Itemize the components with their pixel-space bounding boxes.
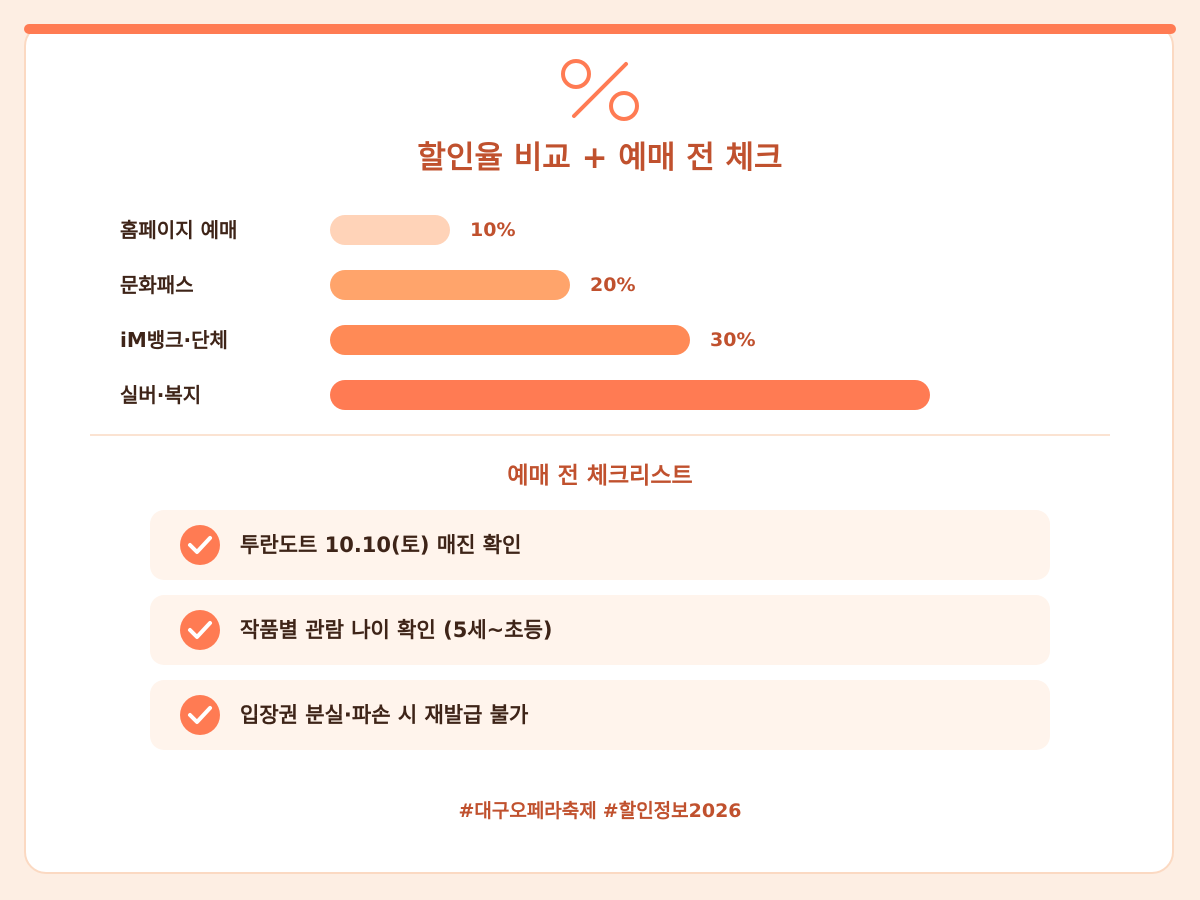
- page-title: 할인율 비교 + 예매 전 체크: [417, 140, 783, 176]
- checklist-item-text: 투란도트 10.10(토) 매진 확인: [240, 533, 522, 557]
- hashtag-year: 2026: [688, 800, 742, 822]
- bar: [330, 380, 930, 410]
- bar-category-label: 실버·복지: [120, 383, 202, 407]
- section-divider: [90, 434, 1110, 436]
- hashtags: #대구오페라축제 #할인정보2026: [0, 796, 1200, 823]
- checklist-item-text: 입장권 분실·파손 시 재발급 불가: [240, 703, 529, 727]
- bar-value-label: 20%: [590, 274, 636, 296]
- bar-category-label: 홈페이지 예매: [120, 218, 238, 242]
- check-circle-icon: [180, 610, 220, 650]
- bar: [330, 325, 690, 355]
- bar-category-label: iM뱅크·단체: [120, 328, 228, 352]
- percent-icon: [561, 59, 639, 121]
- bar: [330, 270, 570, 300]
- hashtag-festival: #대구오페라축제: [458, 800, 597, 822]
- accent-top-bar: [24, 24, 1176, 34]
- checklist-title: 예매 전 체크리스트: [507, 463, 693, 489]
- checklist-item: 투란도트 10.10(토) 매진 확인: [150, 510, 1050, 580]
- check-circle-icon: [180, 525, 220, 565]
- bar-value-label: 30%: [710, 329, 756, 351]
- checklist-item-text: 작품별 관람 나이 확인 (5세~초등): [240, 618, 553, 642]
- hashtag-discount: #할인정보: [602, 800, 689, 822]
- checklist-item: 작품별 관람 나이 확인 (5세~초등): [150, 595, 1050, 665]
- bar: [330, 215, 450, 245]
- check-circle-icon: [180, 695, 220, 735]
- checklist-item: 입장권 분실·파손 시 재발급 불가: [150, 680, 1050, 750]
- bar-value-label: 10%: [470, 219, 516, 241]
- bar-category-label: 문화패스: [120, 273, 194, 297]
